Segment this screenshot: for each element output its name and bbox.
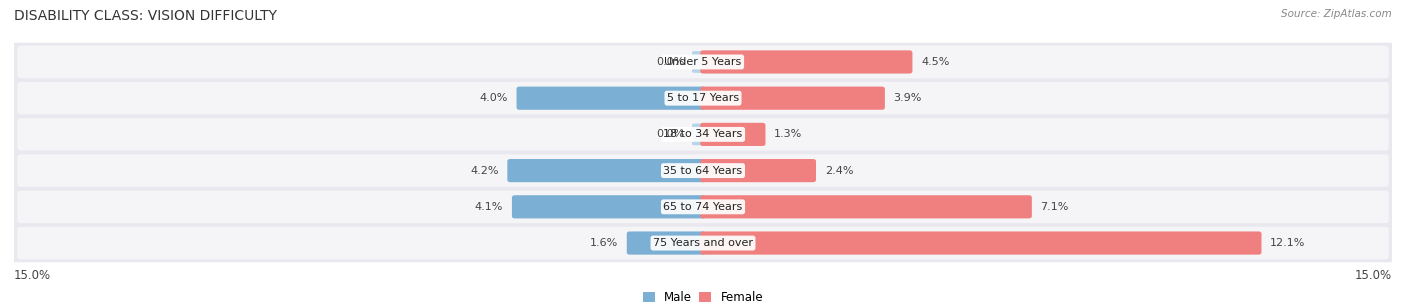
Legend: Male, Female: Male, Female — [643, 291, 763, 304]
Text: 3.9%: 3.9% — [894, 93, 922, 103]
FancyBboxPatch shape — [700, 231, 1261, 255]
Text: DISABILITY CLASS: VISION DIFFICULTY: DISABILITY CLASS: VISION DIFFICULTY — [14, 9, 277, 23]
Text: Under 5 Years: Under 5 Years — [665, 57, 741, 67]
Text: 4.5%: 4.5% — [921, 57, 949, 67]
FancyBboxPatch shape — [512, 195, 706, 218]
Text: 35 to 64 Years: 35 to 64 Years — [664, 166, 742, 176]
FancyBboxPatch shape — [700, 123, 765, 146]
FancyBboxPatch shape — [8, 188, 1398, 226]
FancyBboxPatch shape — [700, 50, 912, 74]
Text: 5 to 17 Years: 5 to 17 Years — [666, 93, 740, 103]
FancyBboxPatch shape — [17, 191, 1389, 223]
Text: 4.2%: 4.2% — [470, 166, 499, 176]
Text: 18 to 34 Years: 18 to 34 Years — [664, 129, 742, 139]
FancyBboxPatch shape — [700, 87, 884, 110]
FancyBboxPatch shape — [8, 43, 1398, 81]
Text: 4.0%: 4.0% — [479, 93, 508, 103]
FancyBboxPatch shape — [508, 159, 706, 182]
FancyBboxPatch shape — [8, 79, 1398, 117]
Text: 4.1%: 4.1% — [475, 202, 503, 212]
Text: 1.3%: 1.3% — [775, 129, 803, 139]
Text: 7.1%: 7.1% — [1040, 202, 1069, 212]
FancyBboxPatch shape — [692, 51, 704, 73]
Text: 0.0%: 0.0% — [657, 129, 685, 139]
FancyBboxPatch shape — [17, 118, 1389, 151]
Text: 0.0%: 0.0% — [657, 57, 685, 67]
Text: 2.4%: 2.4% — [825, 166, 853, 176]
Text: 15.0%: 15.0% — [14, 269, 51, 282]
Text: 75 Years and over: 75 Years and over — [652, 238, 754, 248]
Text: 15.0%: 15.0% — [1355, 269, 1392, 282]
FancyBboxPatch shape — [17, 154, 1389, 187]
FancyBboxPatch shape — [627, 231, 706, 255]
FancyBboxPatch shape — [8, 151, 1398, 190]
FancyBboxPatch shape — [700, 159, 815, 182]
FancyBboxPatch shape — [700, 195, 1032, 218]
Text: 12.1%: 12.1% — [1270, 238, 1306, 248]
FancyBboxPatch shape — [692, 124, 704, 145]
FancyBboxPatch shape — [8, 224, 1398, 262]
Text: 1.6%: 1.6% — [589, 238, 619, 248]
FancyBboxPatch shape — [17, 82, 1389, 114]
FancyBboxPatch shape — [8, 115, 1398, 154]
FancyBboxPatch shape — [17, 227, 1389, 259]
FancyBboxPatch shape — [516, 87, 706, 110]
Text: Source: ZipAtlas.com: Source: ZipAtlas.com — [1281, 9, 1392, 19]
Text: 65 to 74 Years: 65 to 74 Years — [664, 202, 742, 212]
FancyBboxPatch shape — [17, 46, 1389, 78]
